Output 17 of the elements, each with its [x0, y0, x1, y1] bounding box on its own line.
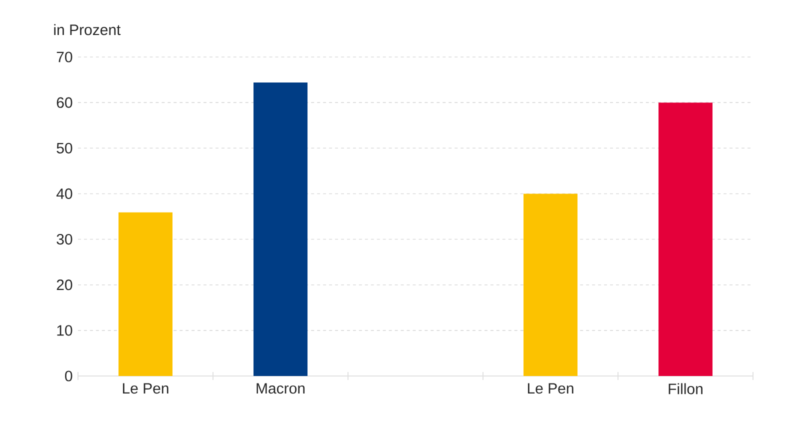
- y-tick-label: 10: [57, 325, 72, 336]
- y-tick-label: 30: [56, 234, 72, 245]
- x-tick-label: Le Pen: [528, 383, 574, 394]
- y-axis-title: in Prozent: [54, 24, 121, 36]
- y-tick-label: 50: [56, 142, 72, 154]
- x-tick-label: Fillon: [668, 383, 702, 394]
- x-tick-label: Le Pen: [122, 383, 168, 394]
- y-tick-label: 20: [56, 280, 72, 290]
- y-tick-label: 70: [56, 52, 72, 62]
- y-tick-label: 0: [65, 370, 72, 382]
- y-tick-label: 40: [56, 188, 72, 200]
- x-tick-label: Macron: [256, 383, 305, 394]
- bar: [658, 102, 713, 376]
- y-tick-label: 60: [56, 97, 72, 108]
- bar: [118, 212, 172, 376]
- bar: [254, 82, 308, 376]
- bar: [524, 194, 578, 376]
